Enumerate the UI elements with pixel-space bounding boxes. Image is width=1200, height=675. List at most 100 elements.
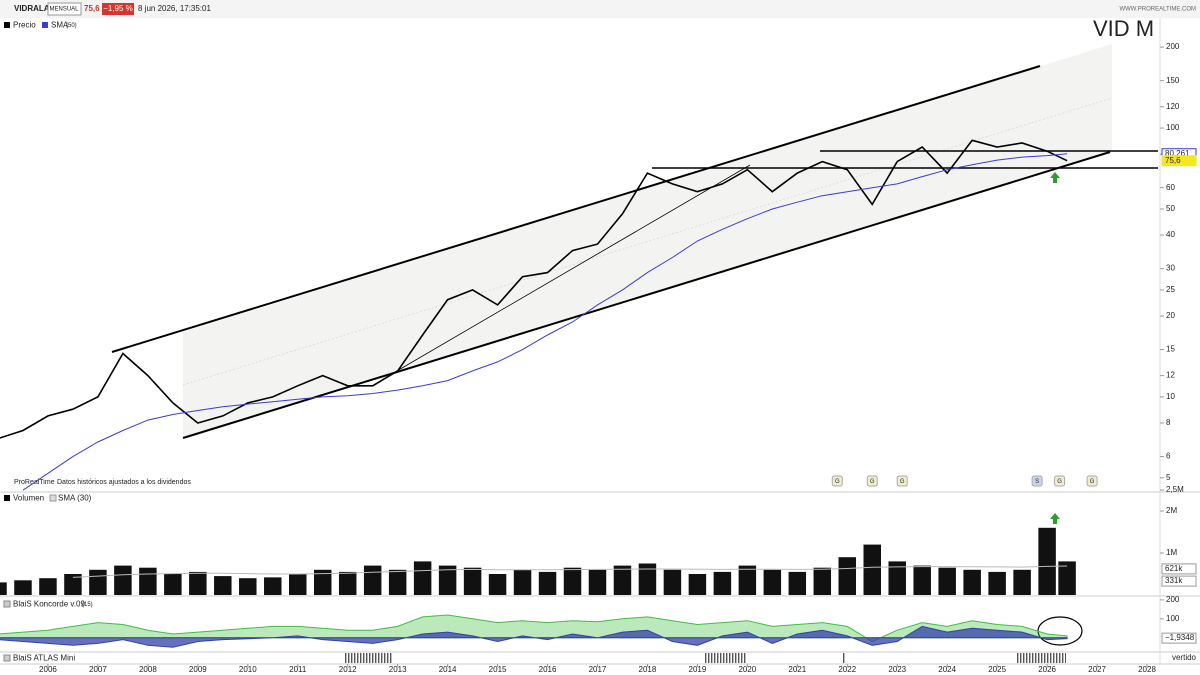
event-badge-label: G [900,479,905,485]
event-badge-label: G [1057,479,1062,485]
x-tick-label: 2015 [489,665,507,674]
legend-label: SMA (30) [58,494,92,503]
x-tick-label: 2023 [888,665,906,674]
volume-bar [463,567,482,595]
x-tick-label: 2020 [738,665,756,674]
price-tag [1161,575,1197,587]
volume-bar [938,567,956,595]
price-tag-label: 331k [1165,576,1183,585]
volume-bar [513,569,532,595]
symbol: VIDRALA [14,4,50,13]
volume-bar [863,544,881,595]
volume-bar [738,565,757,595]
x-tick-label: 2021 [788,665,806,674]
x-tick-label: 2008 [139,665,157,674]
volume-bar [239,578,257,595]
event-badge [866,475,878,487]
legend-param: (50) [66,23,77,29]
event-badge [1031,475,1043,487]
legend-swatch [3,600,11,608]
volume-bar [313,569,332,595]
volume-bar [89,569,107,595]
change-box [102,3,134,15]
y-tick-label: 100 [1166,123,1180,132]
y-tick-label: 150 [1166,76,1180,85]
volume-bar [638,563,657,595]
price-tag-label: 75,6 [1165,156,1181,165]
x-tick-label: 2010 [239,665,257,674]
x-tick-label: 2018 [639,665,657,674]
volume-bar [363,565,382,595]
event-badge-label: G [1090,479,1095,485]
x-tick-label: 2014 [439,665,457,674]
highlight-circle [1037,616,1083,646]
volume-bar [663,569,682,595]
price-tag-label: 80,261 [1165,149,1190,158]
site: WWW.PROREALTIME.COM [1119,7,1196,13]
legend-swatch [4,495,10,501]
trend-lower [182,151,1111,439]
volume-sma [72,565,1068,578]
koncorde-area [0,625,1068,648]
price-tag [1161,563,1197,575]
y-tick-label: 30 [1166,264,1175,273]
volume-bar [588,569,607,595]
legend-swatch [3,654,11,662]
x-tick-label: 2016 [539,665,557,674]
legend-swatch [4,22,10,28]
x-tick-label: 2028 [1138,665,1156,674]
y-tick-label: 100 [1166,614,1180,623]
period-box [47,2,82,16]
period: MENSUAL [49,7,79,13]
y-tick-label: 2,5M [1166,485,1184,494]
x-tick-label: 2011 [289,665,307,674]
event-badge [1086,475,1098,487]
change: −1,95 % [103,4,133,13]
x-tick-label: 2013 [389,665,407,674]
note: Datos históricos ajustados a los dividen… [57,479,191,486]
trend-upper [111,65,1041,353]
volume-bar [264,577,282,595]
header-bar [0,0,1200,18]
panel-title: BlaiS ATLAS Mini [13,654,75,663]
x-tick-label: 2026 [1038,665,1056,674]
volume-bar [413,561,432,595]
trend-inner [389,164,751,376]
volume-bar [388,569,407,595]
y-tick-label: 60 [1166,183,1175,192]
legend-swatch [49,494,57,502]
volume-bar [438,565,457,595]
y-tick-label: 40 [1166,230,1175,239]
event-badge-label: G [870,479,875,485]
volume-bar [813,567,832,595]
legend-swatch [42,22,48,28]
price-tag [1161,632,1197,644]
sma-line [22,153,1068,491]
price-line [0,139,1068,439]
volume-bar [338,571,357,595]
volume-bar [538,571,557,595]
volume-bar [289,574,307,595]
x-tick-label: 2017 [589,665,607,674]
y-tick-label: 8 [1166,418,1171,427]
y-tick-label: 15 [1166,345,1175,354]
price-tag-label: −1,9348 [1165,633,1195,642]
volume-bar [788,571,807,595]
arrow-up [1050,513,1060,524]
y-tick-label: 1M [1166,548,1177,557]
y-tick-label: 200 [1166,595,1180,604]
x-tick-label: 2024 [938,665,956,674]
legend-label: Volumen [13,494,44,503]
atlas-tag: vertido [1172,653,1197,662]
volume-bar [189,571,207,595]
atlas-hatch [842,653,846,663]
volume-bar [39,578,57,595]
volume-bar [688,574,707,595]
volume-bar [1013,569,1031,595]
y-tick-label: 6 [1166,452,1171,461]
y-tick-label: 200 [1166,42,1180,51]
x-tick-label: 2027 [1088,665,1106,674]
x-tick-label: 2006 [39,665,57,674]
price-tag [1161,155,1197,167]
x-tick-label: 2019 [689,665,707,674]
